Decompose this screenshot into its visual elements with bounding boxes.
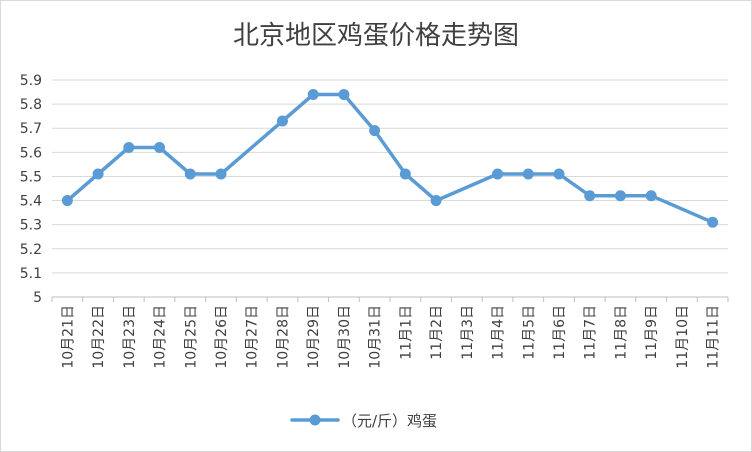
data-point <box>645 190 657 202</box>
y-tick-label: 5.7 <box>20 121 42 137</box>
y-tick-label: 5.1 <box>20 266 42 282</box>
data-point <box>92 168 104 180</box>
data-point <box>338 88 350 100</box>
series-group <box>61 88 719 228</box>
y-tick-label: 5.4 <box>20 194 42 210</box>
x-tick-label: 11月9日 <box>644 305 660 360</box>
y-tick-label: 5.2 <box>20 242 42 258</box>
x-tick-label: 11月10日 <box>675 305 691 369</box>
x-tick-label: 11月4日 <box>491 305 507 360</box>
data-point <box>553 168 565 180</box>
x-tick-label: 11月2日 <box>429 305 445 360</box>
x-axis: 10月21日 10月22日 10月23日 10月24日 10月25日 10月26日 10月2… <box>51 297 729 369</box>
gridlines <box>52 79 728 298</box>
data-point <box>184 168 196 180</box>
x-tick-label: 10月23日 <box>122 305 138 369</box>
x-tick-label: 10月27日 <box>245 305 261 369</box>
x-tick-label: 10月31日 <box>368 305 384 369</box>
data-point <box>492 168 504 180</box>
data-point <box>522 168 534 180</box>
x-tick-label: 10月28日 <box>275 305 291 369</box>
legend-label: （元/斤）鸡蛋 <box>342 412 437 430</box>
x-tick-label: 11月6日 <box>552 305 568 360</box>
data-point <box>307 88 319 100</box>
y-tick-label: 5.3 <box>20 218 42 234</box>
x-tick-label: 11月7日 <box>583 305 599 360</box>
x-tick-label: 10月25日 <box>183 305 199 369</box>
x-tick-label: 10月30日 <box>337 305 353 369</box>
data-point <box>123 142 135 154</box>
data-point <box>61 195 73 207</box>
data-point <box>614 190 626 202</box>
data-point <box>215 168 227 180</box>
y-tick-label: 5.5 <box>20 169 42 185</box>
x-tick-label: 11月11日 <box>706 305 722 369</box>
data-point <box>430 195 442 207</box>
x-tick-label: 11月5日 <box>521 305 537 360</box>
chart-title: 北京地区鸡蛋价格走势图 <box>233 21 519 51</box>
legend: （元/斤）鸡蛋 <box>290 412 437 430</box>
x-tick-label: 10月22日 <box>91 305 107 369</box>
data-point <box>584 190 596 202</box>
data-point <box>369 125 381 137</box>
y-tick-label: 5.9 <box>20 73 42 89</box>
y-axis: 5.9 5.8 5.7 5.6 5.5 5.4 5.3 5.2 5.1 5 <box>20 73 42 306</box>
x-tick-label: 10月24日 <box>153 305 169 369</box>
x-tick-label: 10月21日 <box>60 305 76 369</box>
legend-marker <box>309 414 321 426</box>
x-tick-label: 11月1日 <box>398 305 414 360</box>
data-point <box>154 142 166 154</box>
x-tick-label: 11月3日 <box>460 305 476 360</box>
y-tick-label: 5.6 <box>20 145 42 161</box>
series-line <box>65 92 715 225</box>
x-tick-label: 10月26日 <box>214 305 230 369</box>
y-tick-label: 5 <box>33 290 42 306</box>
data-point <box>276 115 288 127</box>
data-point <box>707 216 719 228</box>
x-tick-label: 11月8日 <box>613 305 629 360</box>
y-tick-label: 5.8 <box>20 97 42 113</box>
x-tick-label: 10月29日 <box>306 305 322 369</box>
data-point <box>399 168 411 180</box>
